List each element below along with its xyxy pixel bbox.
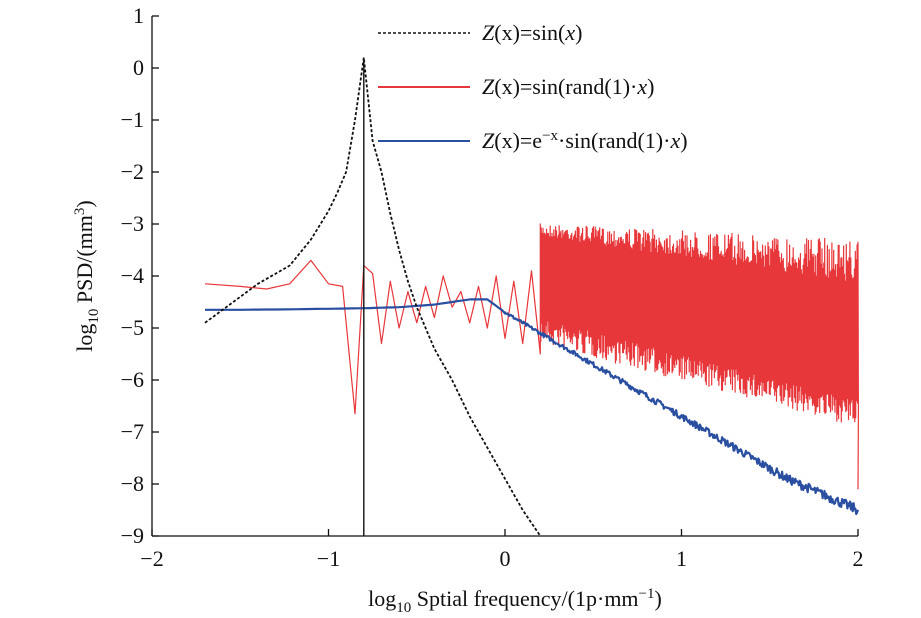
y-tick-label: 1 <box>133 3 144 28</box>
legend-label-part: Z <box>482 74 495 99</box>
y-tick-label: −7 <box>121 419 144 444</box>
x-tick-label: 2 <box>853 546 864 571</box>
y-tick-label: −5 <box>121 315 144 340</box>
y-tick-label: −3 <box>121 211 144 236</box>
legend-label-1: Z(x)=sin(x) <box>482 20 582 45</box>
y-tick-label: −8 <box>121 471 144 496</box>
y-axis-title-sub: 10 <box>86 309 102 324</box>
y-axis-title-prefix: log <box>72 324 97 352</box>
legend-label-part: Z <box>482 20 495 45</box>
y-tick-label: −2 <box>121 159 144 184</box>
y-tick-label: 0 <box>133 55 144 80</box>
axis-labels: log10 Sptial frequency/(1p·mm−1)log10 PS… <box>72 200 662 616</box>
legend-label-part: Z <box>482 128 495 153</box>
y-tick-label: −1 <box>121 107 144 132</box>
legend: Z(x)=sin(x)Z(x)=sin(rand(1)·x)Z(x)=e−x·s… <box>378 20 688 153</box>
series-damped-sine-line <box>205 298 860 515</box>
legend-label-part: (x)=sin(rand(1)· <box>494 74 637 99</box>
legend-label-part: (x)=e <box>494 128 542 153</box>
legend-label-3: Z(x)=e−x·sin(rand(1)·x) <box>482 128 688 153</box>
y-tick-label: −9 <box>121 523 144 548</box>
axes: 10−1−2−3−4−5−6−7−8−9−2 −1 0 1 2 <box>121 3 864 571</box>
series-rand-sine-line <box>204 223 859 490</box>
legend-label-part: x <box>669 128 680 153</box>
x-axis-title-rest: Sptial frequency/(1p·mm <box>411 586 638 611</box>
x-axis-title: log10 Sptial frequency/(1p·mm−1) <box>368 586 662 616</box>
legend-label-part: ) <box>647 74 654 99</box>
y-axis-title: log10 PSD/(mm3) <box>72 200 102 351</box>
x-axis-title-close: ) <box>655 586 662 611</box>
legend-label-part: x <box>636 74 647 99</box>
y-tick-label: −4 <box>121 263 144 288</box>
y-axis-title-sup: 3 <box>72 208 88 216</box>
legend-label-part: ) <box>575 20 582 45</box>
legend-label-part: x <box>564 20 575 45</box>
plot-area <box>204 57 860 537</box>
legend-label-part: ·sin(rand(1)· <box>558 128 670 153</box>
legend-label-part: (x)=sin( <box>494 20 565 45</box>
legend-label-part: −x <box>542 128 558 144</box>
x-axis-title-prefix: log <box>368 586 396 611</box>
legend-label-2: Z(x)=sin(rand(1)·x) <box>482 74 654 99</box>
y-tick-label: −6 <box>121 367 144 392</box>
x-tick-label: −1 <box>317 546 340 571</box>
x-tick-label: 1 <box>676 546 687 571</box>
x-axis-title-sup: −1 <box>639 586 655 602</box>
x-tick-label: 0 <box>500 546 511 571</box>
series-sine-line <box>204 57 542 537</box>
y-axis-title-close: ) <box>72 200 97 207</box>
x-axis-title-sub: 10 <box>396 600 411 616</box>
x-tick-label: −2 <box>140 546 163 571</box>
legend-label-part: ) <box>680 128 687 153</box>
y-axis-title-rest: PSD/(mm <box>72 215 97 309</box>
